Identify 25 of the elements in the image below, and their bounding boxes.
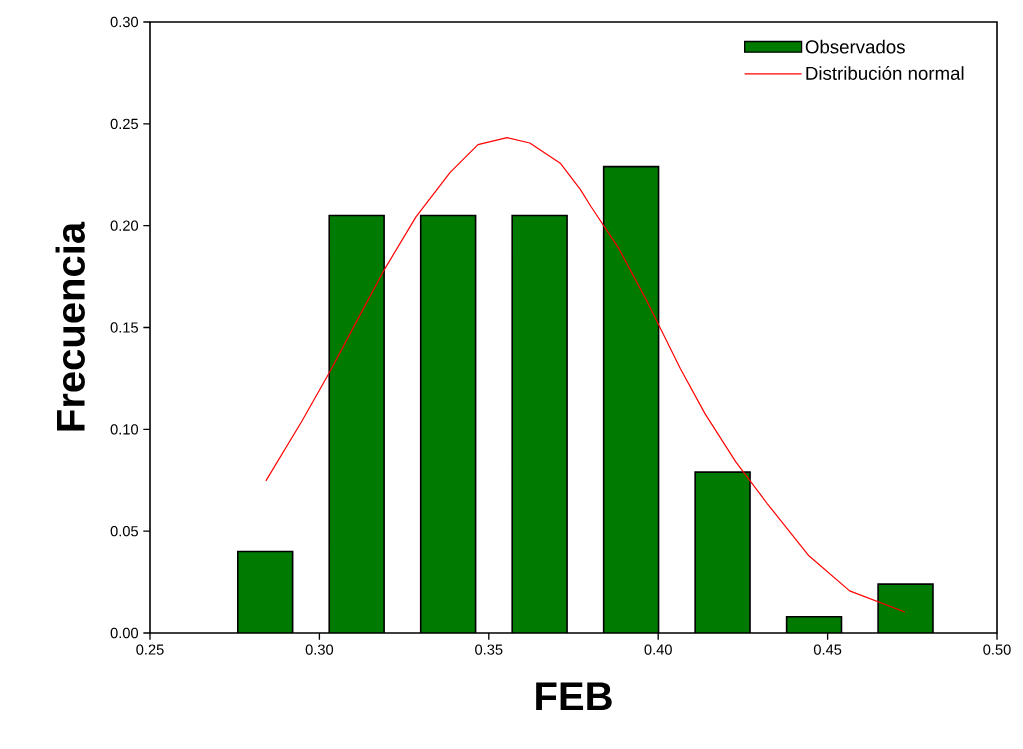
bar [419,214,477,633]
y-tick-label: 0.10 [110,424,139,435]
x-tick-label: 0.45 [813,644,842,655]
bar [694,471,751,633]
bar [328,214,385,633]
x-tick-label: 0.30 [305,644,334,655]
y-tick-label: 0.20 [110,220,139,231]
y-tick-label: 0.25 [110,118,138,130]
x-axis-title: FEB [536,682,612,711]
x-tick-label: 0.50 [983,644,1011,655]
y-tick-label: 0.15 [110,322,138,333]
y-tick-label: 0.00 [110,627,139,639]
bar [511,214,568,633]
legend-label: Observados [805,39,905,54]
x-tick-label: 0.25 [136,644,164,655]
line-series [265,137,906,613]
y-axis-title: Frecuencia [55,221,85,431]
bar [877,583,934,633]
bar [236,550,294,633]
y-tick-label: 0.30 [110,16,139,28]
x-tick-label: 0.35 [475,644,503,655]
bar [602,165,660,633]
x-tick-label: 0.40 [644,644,672,655]
y-tick-label: 0.05 [110,525,138,537]
legend-label: Distribución normal [806,65,964,80]
